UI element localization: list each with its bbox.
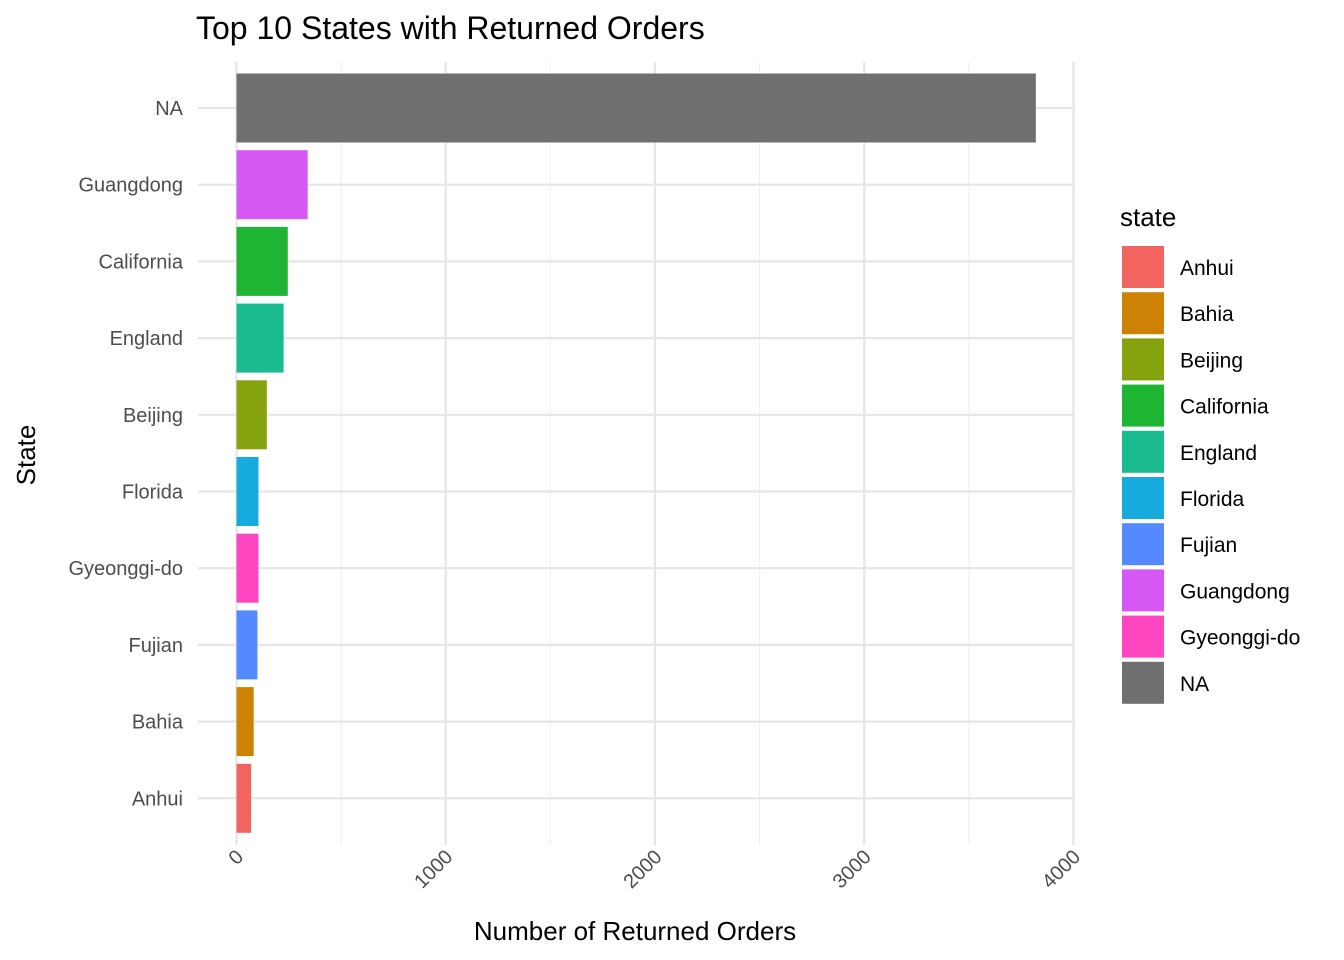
grid [198,62,1075,845]
legend-item: Gyeonggi-do [1122,615,1300,658]
x-tick-label: 3000 [829,846,876,893]
legend-item: Anhui [1122,246,1234,288]
y-tick-label: Fujian [129,635,183,657]
x-tick-label: 4000 [1038,846,1085,893]
bar-california [236,226,288,296]
legend-label: Gyeonggi-do [1180,627,1300,650]
x-tick-label: 0 [225,846,248,869]
legend-label: Guangdong [1180,580,1290,603]
x-tick-label: 2000 [620,846,667,893]
legend-item: England [1122,430,1257,473]
y-tick-label: Beijing [123,405,183,427]
legend-swatch [1122,338,1164,381]
y-tick-label: Guangdong [78,175,183,197]
legend-label: NA [1180,673,1209,696]
legend-swatch [1122,384,1164,427]
legend-item: Florida [1122,477,1245,519]
legend: state Anhui Bahia Beijing California England… [1120,202,1300,704]
legend-label: California [1180,396,1269,419]
y-tick-label: NA [155,98,183,120]
bar-beijing [236,380,267,450]
x-tick-labels: 0 1000 2000 3000 4000 [225,846,1085,893]
bar-england [236,303,284,373]
legend-item: Bahia [1122,292,1234,335]
x-axis-title: Number of Returned Orders [474,916,796,946]
chart-title: Top 10 States with Returned Orders [196,10,705,46]
legend-swatch [1122,477,1164,519]
bar-bahia [236,687,254,757]
legend-label: England [1180,442,1257,465]
legend-label: Bahia [1180,303,1234,326]
legend-swatch [1122,523,1164,566]
y-tick-label: California [99,251,184,273]
y-tick-label: England [110,328,183,350]
legend-item: California [1122,384,1269,427]
y-tick-label: Gyeonggi-do [68,558,183,580]
bar-florida [236,457,259,526]
legend-label: Anhui [1180,257,1234,280]
legend-items: Anhui Bahia Beijing California England Florid… [1122,246,1300,704]
bar-anhui [236,763,252,833]
x-tick-label: 1000 [410,846,457,893]
bars [236,73,1036,833]
legend-title: state [1120,202,1176,232]
y-axis-title: State [11,425,41,486]
legend-item: Guangdong [1122,569,1290,612]
bar-fujian [236,610,258,680]
legend-item: NA [1122,661,1209,704]
y-tick-label: Bahia [132,712,184,734]
legend-swatch [1122,569,1164,612]
legend-label: Beijing [1180,349,1243,372]
bar-guangdong [236,150,308,220]
legend-swatch [1122,661,1164,704]
legend-swatch [1122,246,1164,288]
legend-label: Fujian [1180,534,1237,557]
legend-swatch [1122,615,1164,658]
y-tick-label: Anhui [132,788,183,810]
legend-label: Florida [1180,488,1245,511]
legend-swatch [1122,292,1164,335]
y-tick-label: Florida [122,482,184,504]
legend-item: Beijing [1122,338,1243,381]
legend-swatch [1122,430,1164,473]
bar-gyeonggi-do [236,533,259,603]
bar-na [236,73,1036,143]
y-tick-labels: NA Guangdong California England Beijing Flori… [68,98,183,810]
legend-item: Fujian [1122,523,1237,566]
